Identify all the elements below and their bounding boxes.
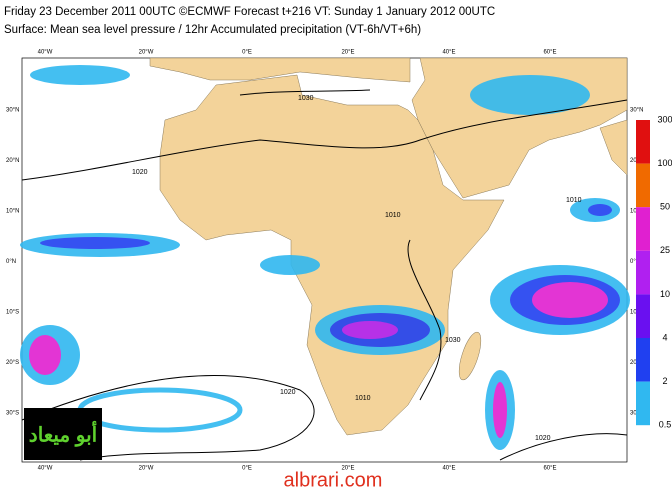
lon-label: 0°E — [242, 50, 252, 56]
header-line: Surface: Mean sea level pressure / 12hr … — [4, 24, 421, 36]
colorbar-segment — [636, 381, 650, 426]
lon-label: 20°E — [341, 466, 354, 472]
colorbar-segment — [636, 338, 650, 382]
lon-label: 20°W — [139, 50, 154, 56]
isobar-label: 1020 — [132, 169, 148, 176]
watermark-box — [24, 408, 102, 460]
lon-label: 40°W — [38, 50, 53, 56]
lat-label: 10°N — [6, 209, 19, 215]
isobar-label: 1010 — [385, 212, 401, 219]
lon-label: 40°E — [442, 466, 455, 472]
colorbar-label: 100 — [657, 158, 672, 168]
colorbar-label: 25 — [660, 245, 670, 255]
colorbar-segment — [636, 294, 650, 338]
lat-label: 20°N — [6, 158, 19, 164]
lon-label: 40°W — [38, 466, 53, 472]
lat-label: 30°N — [6, 108, 19, 114]
footer: albrari.com — [284, 469, 383, 490]
colorbar: 300 100 50 25 10 4 2 0.5 — [636, 114, 672, 430]
map: 1020 1030 1010 1010 1020 1010 1020 1030 … — [6, 50, 643, 472]
isobar-label: 1020 — [535, 435, 551, 442]
colorbar-segment — [636, 163, 650, 208]
lat-label: 0°N — [630, 259, 640, 265]
lon-label: 60°E — [543, 50, 556, 56]
lon-label: 0°E — [242, 466, 252, 472]
isobar-label: 1010 — [355, 395, 371, 402]
lon-label: 20°W — [139, 466, 154, 472]
header-line: Friday 23 December 2011 00UTC ©ECMWF For… — [4, 6, 495, 18]
colorbar-label: 300 — [657, 114, 672, 124]
isobar-label: 1010 — [566, 197, 582, 204]
colorbar-segment — [636, 250, 650, 295]
isobar-label: 1030 — [445, 337, 461, 344]
colorbar-segment — [636, 120, 650, 164]
colorbar-label: 0.5 — [659, 420, 672, 430]
isobar-label: 1030 — [298, 95, 314, 102]
lat-label: 10°S — [6, 310, 19, 316]
lat-label: 30°S — [6, 411, 19, 417]
isobar-label: 1020 — [280, 389, 296, 396]
lon-label: 60°E — [543, 466, 556, 472]
lon-label: 20°E — [341, 50, 354, 56]
colorbar-label: 4 — [662, 332, 667, 342]
lon-label: 40°E — [442, 50, 455, 56]
colorbar-label: 50 — [660, 202, 670, 212]
lat-label: 0°N — [6, 259, 16, 265]
lat-label: 20°S — [6, 360, 19, 366]
colorbar-label: 2 — [662, 376, 667, 386]
colorbar-segment — [636, 207, 650, 251]
lat-label: 30°N — [630, 108, 643, 114]
watermark: أبو ميعاد — [29, 420, 97, 447]
colorbar-label: 10 — [660, 289, 670, 299]
